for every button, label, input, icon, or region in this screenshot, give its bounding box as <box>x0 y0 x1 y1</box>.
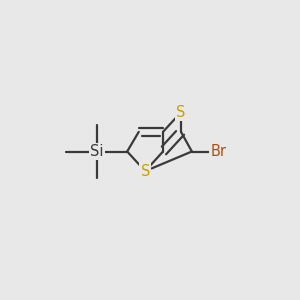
Text: Br: Br <box>210 144 226 159</box>
Text: Si: Si <box>90 144 104 159</box>
Text: S: S <box>176 105 186 120</box>
Text: S: S <box>140 164 150 178</box>
